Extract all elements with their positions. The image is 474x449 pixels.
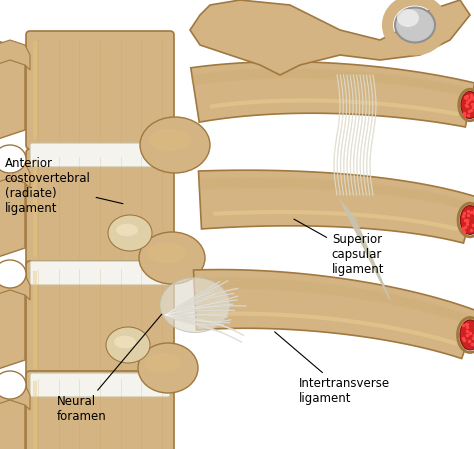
Ellipse shape: [116, 224, 138, 236]
Ellipse shape: [395, 8, 435, 43]
Polygon shape: [0, 270, 25, 370]
Ellipse shape: [139, 232, 205, 284]
Ellipse shape: [460, 320, 474, 350]
Ellipse shape: [145, 353, 181, 373]
Ellipse shape: [138, 343, 198, 393]
Text: Neural
foramen: Neural foramen: [57, 314, 162, 423]
Ellipse shape: [106, 327, 150, 363]
Text: Anterior
costovertebral
(radiate)
ligament: Anterior costovertebral (radiate) ligame…: [5, 157, 123, 215]
Ellipse shape: [147, 242, 187, 264]
FancyBboxPatch shape: [30, 143, 170, 167]
FancyBboxPatch shape: [30, 373, 170, 397]
Ellipse shape: [160, 277, 230, 333]
Polygon shape: [191, 62, 474, 127]
Ellipse shape: [0, 371, 26, 399]
Text: Intertransverse
ligament: Intertransverse ligament: [274, 332, 390, 405]
FancyBboxPatch shape: [26, 371, 174, 449]
Polygon shape: [0, 380, 30, 410]
Polygon shape: [0, 158, 30, 188]
Ellipse shape: [0, 260, 26, 288]
FancyBboxPatch shape: [26, 149, 174, 267]
Polygon shape: [0, 40, 30, 70]
Text: Superior
capsular
ligament: Superior capsular ligament: [294, 219, 384, 277]
Polygon shape: [193, 269, 474, 359]
FancyBboxPatch shape: [30, 261, 170, 285]
Ellipse shape: [108, 215, 152, 251]
Polygon shape: [0, 158, 25, 258]
Polygon shape: [199, 170, 474, 243]
Ellipse shape: [149, 129, 191, 151]
Polygon shape: [0, 40, 25, 140]
Polygon shape: [190, 0, 470, 75]
Ellipse shape: [0, 145, 26, 173]
Ellipse shape: [461, 92, 474, 119]
Ellipse shape: [397, 9, 419, 27]
Ellipse shape: [140, 117, 210, 173]
FancyBboxPatch shape: [26, 31, 174, 149]
Polygon shape: [0, 270, 30, 300]
Polygon shape: [0, 380, 25, 449]
Ellipse shape: [460, 206, 474, 234]
Ellipse shape: [114, 336, 136, 348]
FancyBboxPatch shape: [26, 261, 174, 379]
